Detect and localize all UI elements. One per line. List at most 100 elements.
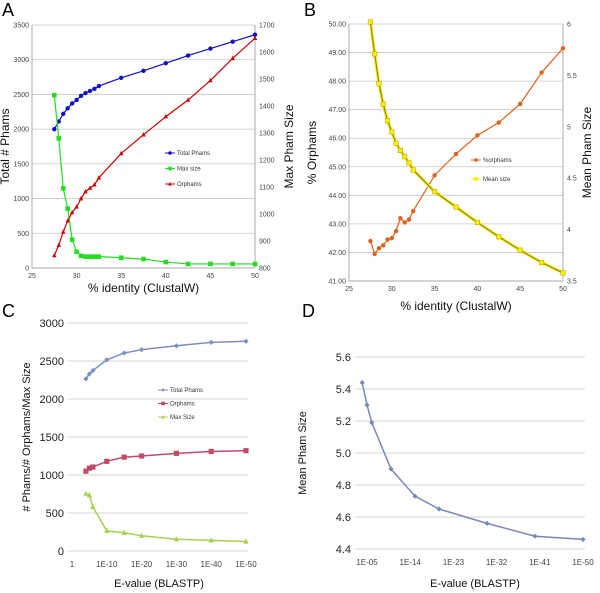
y-right-tick-label: 1600 <box>259 50 275 57</box>
data-point <box>104 527 110 533</box>
x-tick-label: 1 <box>70 560 75 569</box>
x-axis-label: % identity (ClustalW) <box>88 281 199 295</box>
y-tick-label: 46.00 <box>328 136 346 143</box>
data-point <box>65 218 70 223</box>
data-point <box>78 93 84 99</box>
data-point <box>141 256 146 262</box>
x-tick-label: 1E-14 <box>400 558 422 567</box>
data-point <box>90 367 96 374</box>
data-point <box>69 209 75 215</box>
y-right-tick-label: 1300 <box>259 131 275 138</box>
data-point <box>69 237 75 242</box>
data-point <box>393 140 399 146</box>
data-point <box>104 357 110 363</box>
data-point <box>96 254 102 259</box>
data-point <box>436 506 442 512</box>
y-right-tick-label: 1400 <box>259 104 275 111</box>
data-point <box>139 453 145 459</box>
data-point <box>65 206 70 211</box>
y-tick-label: 50.00 <box>328 22 346 29</box>
data-point <box>208 77 213 83</box>
data-point <box>372 51 378 57</box>
x-tick-label: 25 <box>345 286 353 293</box>
data-point <box>252 32 258 37</box>
data-point <box>359 380 365 386</box>
y-tick-label: 3000 <box>40 318 64 330</box>
x-tick-label: 40 <box>162 273 170 280</box>
legend-label: %orphams <box>483 158 512 164</box>
data-point <box>406 160 412 166</box>
y-tick-label: 2000 <box>40 394 64 406</box>
y-right-tick-label: 1500 <box>259 77 275 84</box>
x-tick-label: 25 <box>28 273 36 280</box>
x-axis-label: E-value (BLASTP) <box>430 578 520 590</box>
data-point <box>173 343 179 349</box>
x-tick-label: 40 <box>474 286 482 293</box>
data-point <box>92 86 97 92</box>
legend-label: Orphams <box>177 182 202 188</box>
data-point <box>173 450 179 456</box>
data-point <box>384 118 391 124</box>
panel-label-B: B <box>304 0 316 20</box>
y-axis-label: Total # Phams <box>0 108 12 184</box>
x-tick-label: 30 <box>388 286 396 293</box>
data-point <box>78 253 84 259</box>
data-point <box>52 92 57 98</box>
data-point <box>432 173 437 178</box>
x-axis-label: % identity (ClustalW) <box>400 299 511 313</box>
y-right-tick-label: 1200 <box>259 158 275 165</box>
data-point <box>402 154 408 160</box>
legend-label: Max Size <box>170 415 195 421</box>
y-tick-label: 41.00 <box>328 279 346 286</box>
data-point <box>380 101 386 107</box>
data-point <box>173 536 179 542</box>
data-point <box>52 126 57 132</box>
legend-marker <box>168 151 172 155</box>
y-tick-label: 2500 <box>40 356 64 368</box>
data-point <box>376 245 382 251</box>
data-point <box>163 259 169 265</box>
x-tick-label: 35 <box>431 286 439 293</box>
data-point <box>86 465 92 471</box>
series-line-max-size <box>85 492 247 543</box>
y-tick-label: 4.4 <box>336 544 351 556</box>
legend-marker <box>474 177 478 181</box>
data-point <box>208 261 213 267</box>
y-right-tick-label: 6 <box>567 22 571 29</box>
data-point <box>398 215 403 221</box>
y-tick-label: 0 <box>58 546 64 558</box>
y-right-tick-label: 1100 <box>259 185 274 192</box>
y-right-tick-label: 1700 <box>259 23 275 30</box>
y-axis-label: # Phams/# Orphams/Max Size <box>21 362 33 511</box>
legend-marker <box>474 158 478 162</box>
data-point <box>83 468 89 474</box>
data-point <box>474 219 480 225</box>
data-point <box>410 167 416 173</box>
data-point <box>163 60 168 66</box>
data-point <box>139 532 145 538</box>
y-tick-label: 2500 <box>13 92 29 99</box>
data-point <box>580 536 586 542</box>
data-point <box>61 111 66 117</box>
y-tick-label: 48.00 <box>328 79 346 86</box>
series-line-orphams <box>85 449 247 472</box>
data-point <box>87 254 93 259</box>
data-point <box>517 247 523 253</box>
data-point <box>69 101 75 106</box>
data-point <box>368 238 373 244</box>
legend-label: Orphams <box>170 402 195 408</box>
data-point <box>252 35 258 40</box>
y-tick-label: 1500 <box>13 161 29 168</box>
data-point <box>230 261 235 267</box>
data-point <box>86 371 92 377</box>
data-point <box>121 350 127 356</box>
legend-marker <box>161 414 165 419</box>
data-point <box>121 454 127 460</box>
x-tick-label: 1E-32 <box>486 558 508 567</box>
data-point <box>87 185 93 190</box>
x-tick-label: 1E-40 <box>201 560 223 569</box>
data-point <box>389 129 395 135</box>
data-point <box>367 19 373 25</box>
legend-label: Total Phams <box>170 388 203 394</box>
